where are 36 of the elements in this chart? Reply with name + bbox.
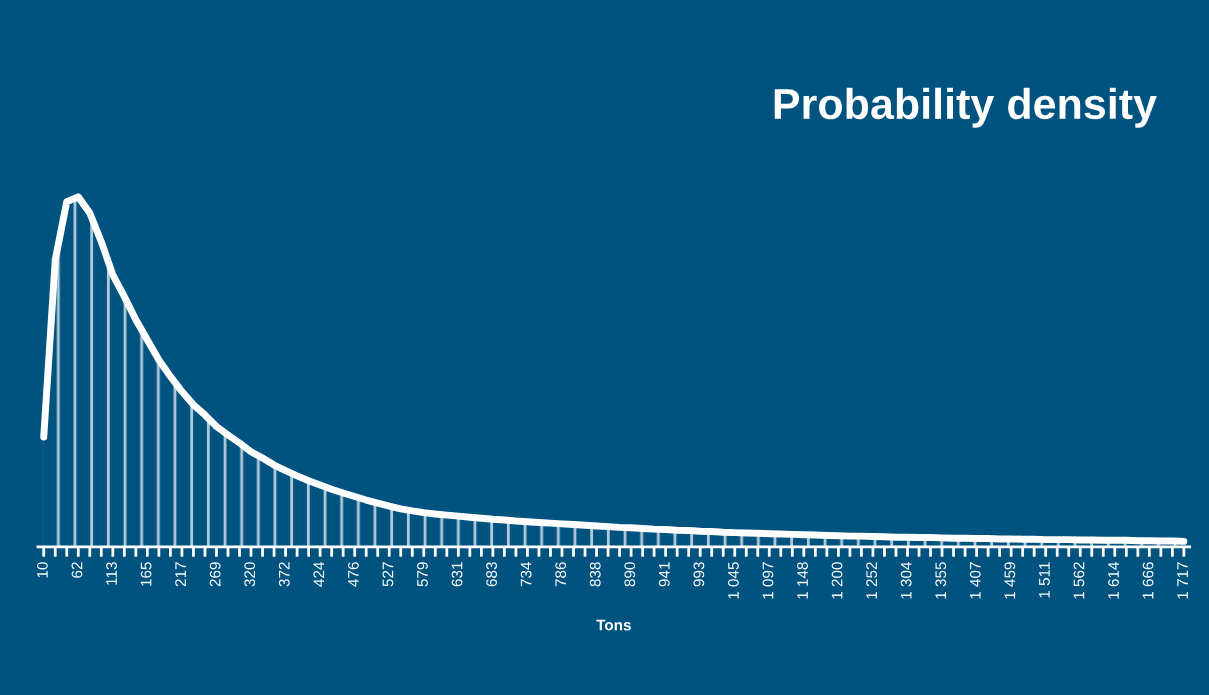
x-tick-label: 1 666 [1142, 562, 1154, 599]
x-tick-label: 631 [451, 562, 463, 587]
x-tick-label: 320 [244, 562, 256, 587]
x-tick-label: 10 [37, 562, 48, 578]
x-tick-label: 1 562 [1073, 562, 1085, 599]
x-tick-label: 476 [347, 562, 359, 587]
x-tick-label: 683 [486, 562, 497, 587]
x-tick-label: 217 [175, 562, 186, 587]
x-tick-label: 1 355 [935, 562, 947, 599]
x-tick-label: 1 304 [900, 561, 912, 599]
x-tick-label: 1 407 [969, 562, 981, 599]
x-tick-label: 786 [555, 562, 567, 587]
x-tick-label: 165 [140, 562, 152, 586]
x-tick-label: 1 200 [831, 562, 843, 599]
x-tick-label: 993 [693, 562, 705, 587]
x-tick-label: 424 [313, 561, 325, 587]
x-tick-label: 1 252 [866, 562, 878, 599]
x-tick-label: 113 [106, 562, 117, 585]
x-tick-label: 1 614 [1108, 561, 1119, 599]
x-tick-label: 1 511 [1039, 562, 1050, 598]
x-tick-label: 1 459 [1004, 562, 1016, 599]
x-tick-label: 527 [382, 562, 394, 587]
chart-title: Probability density [774, 87, 1157, 128]
x-tick-label: 734 [520, 561, 532, 587]
x-tick-label: 941 [658, 562, 670, 587]
x-tick-label: 1 045 [728, 562, 739, 599]
x-tick-label: 62 [71, 562, 83, 578]
x-tick-label: 372 [278, 562, 290, 587]
x-tick-label: 838 [589, 562, 601, 587]
x-axis-title: Tons [596, 619, 631, 631]
x-tick-label: 1 097 [762, 562, 774, 599]
x-tick-label: 1 148 [797, 562, 808, 599]
x-tick-label: 269 [209, 562, 221, 587]
x-tick-label: 579 [417, 562, 428, 587]
x-tick-label: 890 [624, 562, 636, 587]
x-tick-label: 1 717 [1177, 562, 1188, 599]
